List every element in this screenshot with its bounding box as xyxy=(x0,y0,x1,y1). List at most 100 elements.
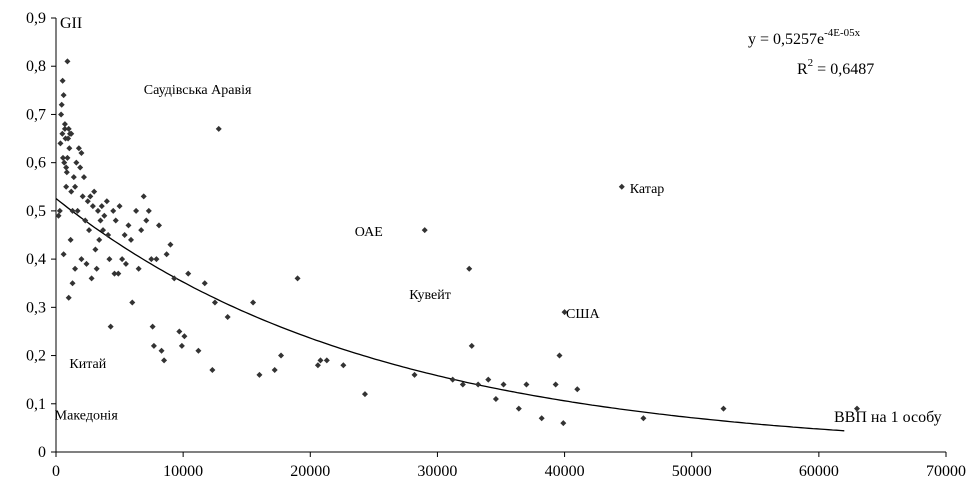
data-point xyxy=(250,299,257,306)
data-point xyxy=(149,323,156,330)
data-point xyxy=(69,207,76,214)
data-point xyxy=(78,256,85,263)
y-tick-label: 0,5 xyxy=(26,203,46,220)
data-point xyxy=(125,222,132,229)
data-point xyxy=(361,391,368,398)
data-point xyxy=(68,188,75,195)
data-point xyxy=(215,125,222,132)
trendline-equation: y = 0,5257e-4E-05x xyxy=(748,27,861,48)
data-point xyxy=(720,405,727,412)
trendline-group xyxy=(55,197,845,432)
data-point xyxy=(59,130,66,137)
data-point xyxy=(449,376,456,383)
data-point xyxy=(100,227,107,234)
data-point xyxy=(340,362,347,369)
data-point xyxy=(163,251,170,258)
data-point xyxy=(79,193,86,200)
data-point xyxy=(201,280,208,287)
x-axis-title: ВВП на 1 особу xyxy=(834,409,942,426)
data-points xyxy=(55,58,860,427)
annotation-label: ОАЕ xyxy=(355,225,383,240)
data-point xyxy=(80,174,87,181)
annotation-label: США xyxy=(566,307,600,322)
data-point xyxy=(63,169,70,176)
data-point xyxy=(88,275,95,282)
data-point xyxy=(56,207,63,214)
data-point xyxy=(116,203,123,210)
data-point xyxy=(65,294,72,301)
y-tick-label: 0,4 xyxy=(26,251,46,268)
y-axis-title: GII xyxy=(60,15,82,32)
data-point xyxy=(475,381,482,388)
axes: 0 0,1 0,2 0,3 0,4 0,5 0,6 0,7 0,8 0,9 0 10000 20000 3… xyxy=(26,10,966,480)
data-point xyxy=(552,381,559,388)
data-point xyxy=(98,203,105,210)
data-point xyxy=(158,347,165,354)
data-point xyxy=(105,232,112,238)
data-point xyxy=(421,227,428,234)
data-point xyxy=(60,92,67,99)
annotation-label: Китай xyxy=(69,357,106,372)
data-point xyxy=(523,381,530,388)
data-point xyxy=(77,164,84,171)
data-point xyxy=(61,121,68,128)
x-tick-label: 40000 xyxy=(545,463,585,480)
data-point xyxy=(143,217,150,224)
data-point xyxy=(84,198,91,205)
data-point xyxy=(640,415,647,422)
data-point xyxy=(73,159,80,166)
data-point xyxy=(61,159,68,166)
y-tick-label: 0,9 xyxy=(26,10,46,27)
data-point xyxy=(515,405,522,412)
data-point xyxy=(150,342,157,349)
data-point xyxy=(61,125,68,132)
y-tick-label: 0,2 xyxy=(26,348,46,365)
data-point xyxy=(138,227,145,234)
y-tick-label: 0,7 xyxy=(26,106,46,123)
data-point xyxy=(72,265,79,272)
x-tick-label: 70000 xyxy=(926,463,966,480)
data-point xyxy=(107,323,114,330)
data-point xyxy=(106,256,113,263)
data-point xyxy=(574,386,581,393)
y-tick-label: 0,8 xyxy=(26,58,46,75)
data-point xyxy=(538,415,545,422)
y-tick-label: 0,1 xyxy=(26,396,46,413)
data-point xyxy=(65,135,72,142)
data-point xyxy=(96,236,103,243)
x-tick-label: 60000 xyxy=(799,463,839,480)
data-point xyxy=(94,207,101,214)
data-point xyxy=(317,357,324,364)
data-point xyxy=(119,256,126,263)
annotation-label: Катар xyxy=(630,182,665,197)
data-point xyxy=(185,270,192,277)
y-tick-label: 0,6 xyxy=(26,155,46,172)
data-point xyxy=(224,313,231,320)
data-point xyxy=(65,125,72,132)
data-point xyxy=(58,111,65,118)
data-point xyxy=(75,145,82,152)
data-point xyxy=(145,207,152,214)
data-point xyxy=(153,256,160,263)
data-point xyxy=(500,381,507,388)
data-point xyxy=(72,183,79,190)
data-point xyxy=(854,405,860,412)
data-point xyxy=(86,227,93,234)
data-point xyxy=(78,150,85,157)
data-point xyxy=(176,328,183,335)
annotation-label: Македонія xyxy=(55,409,119,424)
data-point xyxy=(63,183,70,190)
data-point xyxy=(103,198,110,205)
data-point xyxy=(92,246,99,253)
data-point xyxy=(155,222,162,229)
data-point xyxy=(112,217,119,224)
data-point xyxy=(466,265,473,272)
data-point xyxy=(111,270,118,277)
data-point xyxy=(59,77,66,84)
data-point xyxy=(67,236,74,243)
data-point xyxy=(271,367,278,374)
annotation-label: Саудівська Аравія xyxy=(144,83,252,98)
data-point xyxy=(70,174,77,181)
data-point xyxy=(93,265,100,272)
x-tick-label: 20000 xyxy=(290,463,330,480)
